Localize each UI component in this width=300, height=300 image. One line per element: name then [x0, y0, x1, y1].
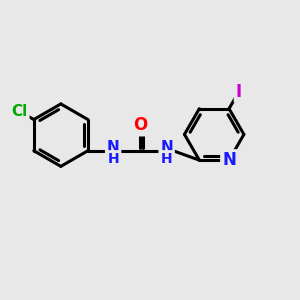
Text: I: I [236, 83, 242, 101]
Text: H: H [107, 152, 119, 166]
Text: Cl: Cl [11, 104, 28, 119]
Text: N: N [160, 140, 173, 155]
Text: O: O [133, 116, 147, 134]
Text: N: N [222, 151, 236, 169]
Text: N: N [107, 140, 119, 155]
Text: H: H [161, 152, 172, 166]
